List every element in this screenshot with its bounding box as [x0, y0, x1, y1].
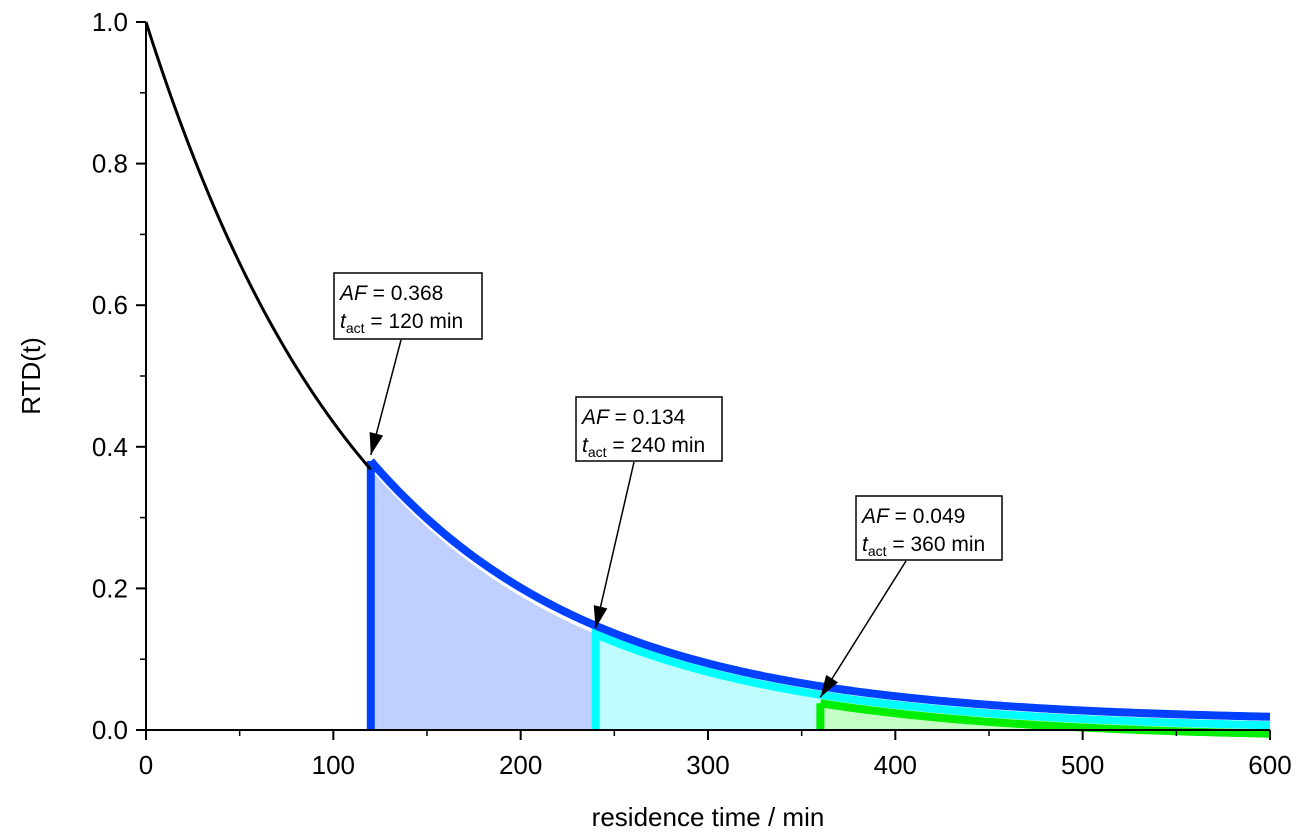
- y-tick-label: 1.0: [92, 7, 128, 37]
- annotation-arrow: [819, 560, 907, 698]
- annotation-tact: tact = 240 min: [582, 434, 705, 460]
- annotation-tact: tact = 360 min: [862, 533, 985, 559]
- x-tick-label: 400: [874, 750, 917, 780]
- annotation-box: [575, 396, 723, 462]
- annotation-box: [855, 495, 1003, 561]
- x-tick-label: 300: [686, 750, 729, 780]
- y-tick-label: 0.4: [92, 432, 128, 462]
- region-fill-1: [595, 634, 1270, 730]
- arrowhead: [369, 431, 384, 456]
- region-lines: [366, 458, 1271, 738]
- arrowhead: [820, 674, 839, 698]
- x-tick-label: 600: [1248, 750, 1291, 780]
- annotation-arrow: [594, 461, 635, 629]
- annotations: AF = 0.368 tact = 120 min AF = 0.134 tact =…: [333, 272, 1003, 698]
- x-tick-label: 0: [139, 750, 153, 780]
- tick-labels: 0 100 200 300 400 500 600 0.0 0.2 0.4 0.6 0.8 1.0: [92, 7, 1292, 780]
- annotation-0: AF = 0.368 tact = 120 min: [333, 272, 483, 456]
- rtd-curve: [144, 21, 372, 471]
- region-line-1: [591, 628, 1271, 730]
- y-tick-label: 0.0: [92, 715, 128, 745]
- y-tick-label: 0.2: [92, 573, 128, 603]
- region-line-2: [816, 699, 1271, 738]
- region-fill-2: [820, 694, 1270, 730]
- region-line-0: [366, 458, 1271, 730]
- annotation-1: AF = 0.134 tact = 240 min: [575, 396, 723, 629]
- annotation-box: [333, 272, 483, 340]
- annotation-tact: tact = 120 min: [340, 310, 463, 336]
- y-axis-label: RTD(t): [16, 337, 46, 415]
- x-tick-label: 500: [1061, 750, 1104, 780]
- y-tick-label: 0.8: [92, 149, 128, 179]
- x-axis-label: residence time / min: [592, 802, 825, 832]
- y-tick-label: 0.6: [92, 290, 128, 320]
- annotation-af: AF = 0.368: [338, 282, 443, 305]
- annotation-af: AF = 0.134: [580, 406, 686, 429]
- annotation-af: AF = 0.049: [860, 505, 965, 528]
- x-tick-label: 200: [499, 750, 542, 780]
- x-tick-label: 100: [312, 750, 355, 780]
- annotation-2: AF = 0.049 tact = 360 min: [819, 495, 1003, 698]
- arrowhead: [593, 605, 608, 629]
- axes: [145, 22, 1270, 731]
